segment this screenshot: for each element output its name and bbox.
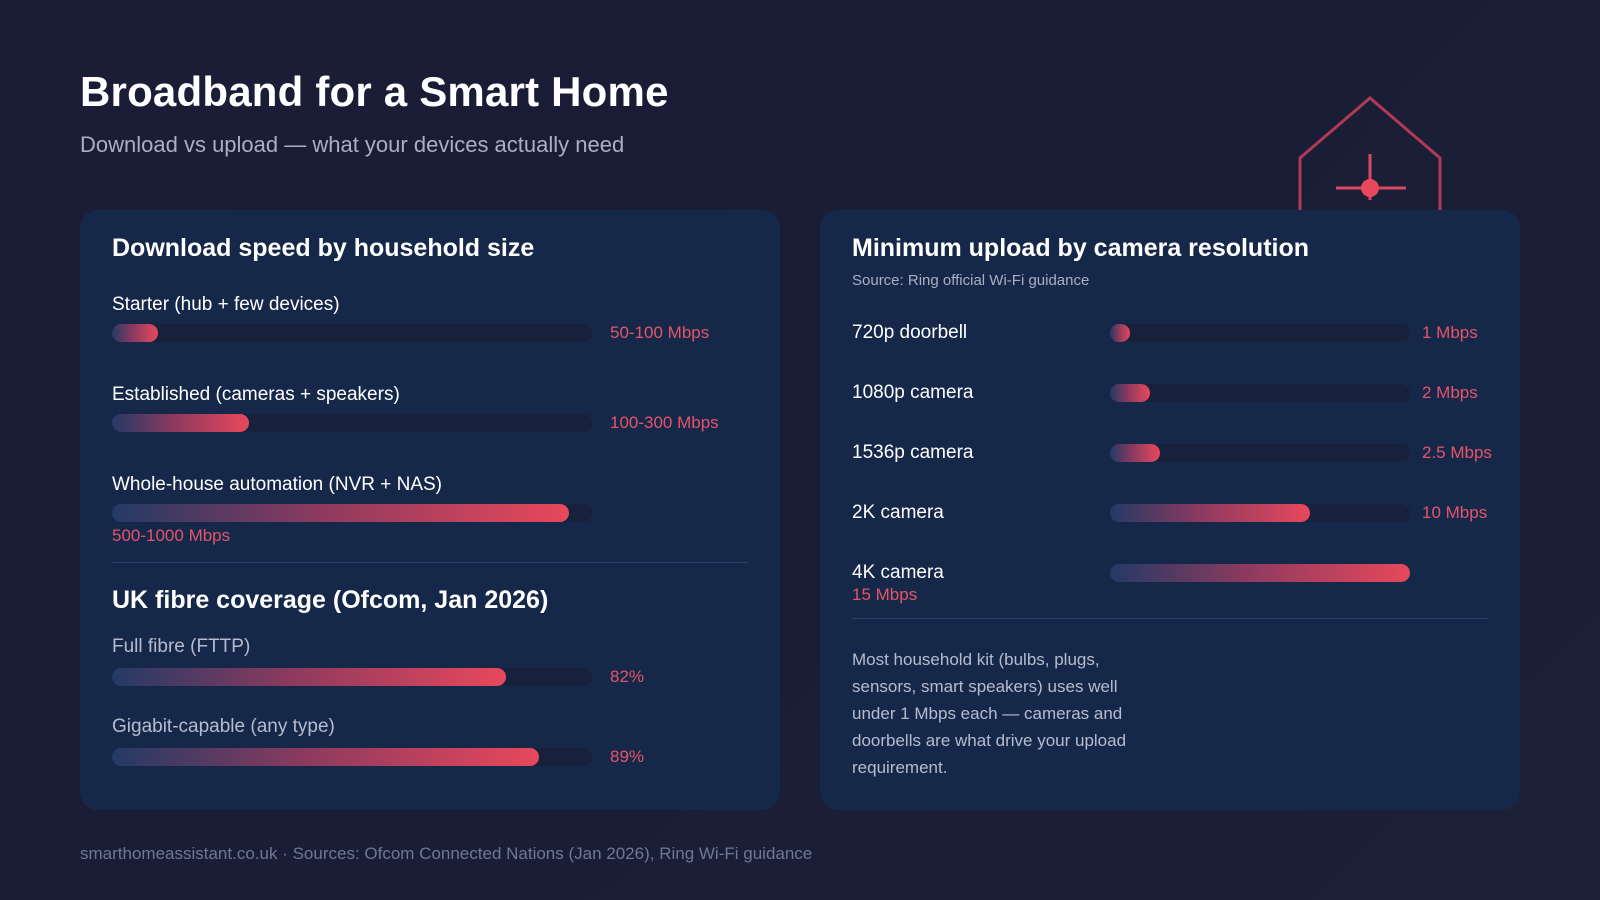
upload-row-label: 2K camera xyxy=(852,502,944,523)
upload-card: Minimum upload by camera resolution Sour… xyxy=(820,210,1520,810)
download-bar xyxy=(112,414,250,432)
upload-bar-value: 10 Mbps xyxy=(1422,503,1488,522)
download-bar-track xyxy=(112,504,592,522)
upload-source-note: Source: Ring official Wi-Fi guidance xyxy=(852,272,1090,289)
upload-bar xyxy=(1110,564,1410,582)
upload-bar-value: 2.5 Mbps xyxy=(1422,443,1492,462)
upload-row-label: 1536p camera xyxy=(852,442,974,463)
upload-bar-value: 2 Mbps xyxy=(1422,383,1478,402)
upload-row-label: 4K camera xyxy=(852,562,944,583)
page-subtitle: Download vs upload — what your devices a… xyxy=(80,132,625,157)
upload-row-label: 1080p camera xyxy=(852,382,974,403)
download-card: Download speed by household size Starter… xyxy=(80,210,780,810)
footer-sources: smarthomeassistant.co.uk · Sources: Ofco… xyxy=(80,844,813,863)
upload-row-label: 720p doorbell xyxy=(852,322,968,343)
fibre-bar xyxy=(112,748,540,766)
download-bar-value: 50-100 Mbps xyxy=(610,323,710,342)
download-bar-track xyxy=(112,414,592,432)
upload-bar-track xyxy=(1110,384,1410,402)
upload-bar-value: 15 Mbps xyxy=(852,585,918,604)
fibre-bar-track xyxy=(112,668,592,686)
upload-bar xyxy=(1110,384,1150,402)
upload-bar xyxy=(1110,324,1130,342)
upload-bar-track xyxy=(1110,564,1410,582)
fibre-chart-title: UK fibre coverage (Ofcom, Jan 2026) xyxy=(112,586,549,614)
upload-bar-track xyxy=(1110,504,1410,522)
upload-chart-title: Minimum upload by camera resolution xyxy=(852,234,1310,262)
fibre-row-label: Full fibre (FTTP) xyxy=(112,636,251,657)
fibre-bar xyxy=(112,668,506,686)
section-divider xyxy=(112,562,748,563)
upload-bar-track xyxy=(1110,444,1410,462)
upload-bar xyxy=(1110,444,1160,462)
download-bar-track xyxy=(112,324,592,342)
download-row-label: Starter (hub + few devices) xyxy=(112,294,340,315)
download-row-label: Established (cameras + speakers) xyxy=(112,384,400,405)
download-chart-title: Download speed by household size xyxy=(112,234,535,262)
upload-bar-value: 1 Mbps xyxy=(1422,323,1478,342)
download-bar xyxy=(112,324,158,342)
page-title: Broadband for a Smart Home xyxy=(80,68,669,115)
download-bar-value: 100-300 Mbps xyxy=(610,413,719,432)
upload-note: Most household kit (bulbs, plugs, sensor… xyxy=(852,650,1127,777)
fibre-bar-value: 82% xyxy=(610,667,645,686)
download-row-label: Whole-house automation (NVR + NAS) xyxy=(112,474,443,495)
download-bar-value: 500-1000 Mbps xyxy=(112,526,231,545)
download-bar xyxy=(112,504,570,522)
fibre-bar-value: 89% xyxy=(610,747,645,766)
upload-bar xyxy=(1110,504,1310,522)
upload-bar-track xyxy=(1110,324,1410,342)
fibre-row-label: Gigabit-capable (any type) xyxy=(112,716,335,737)
section-divider xyxy=(852,618,1488,619)
fibre-bar-track xyxy=(112,748,592,766)
